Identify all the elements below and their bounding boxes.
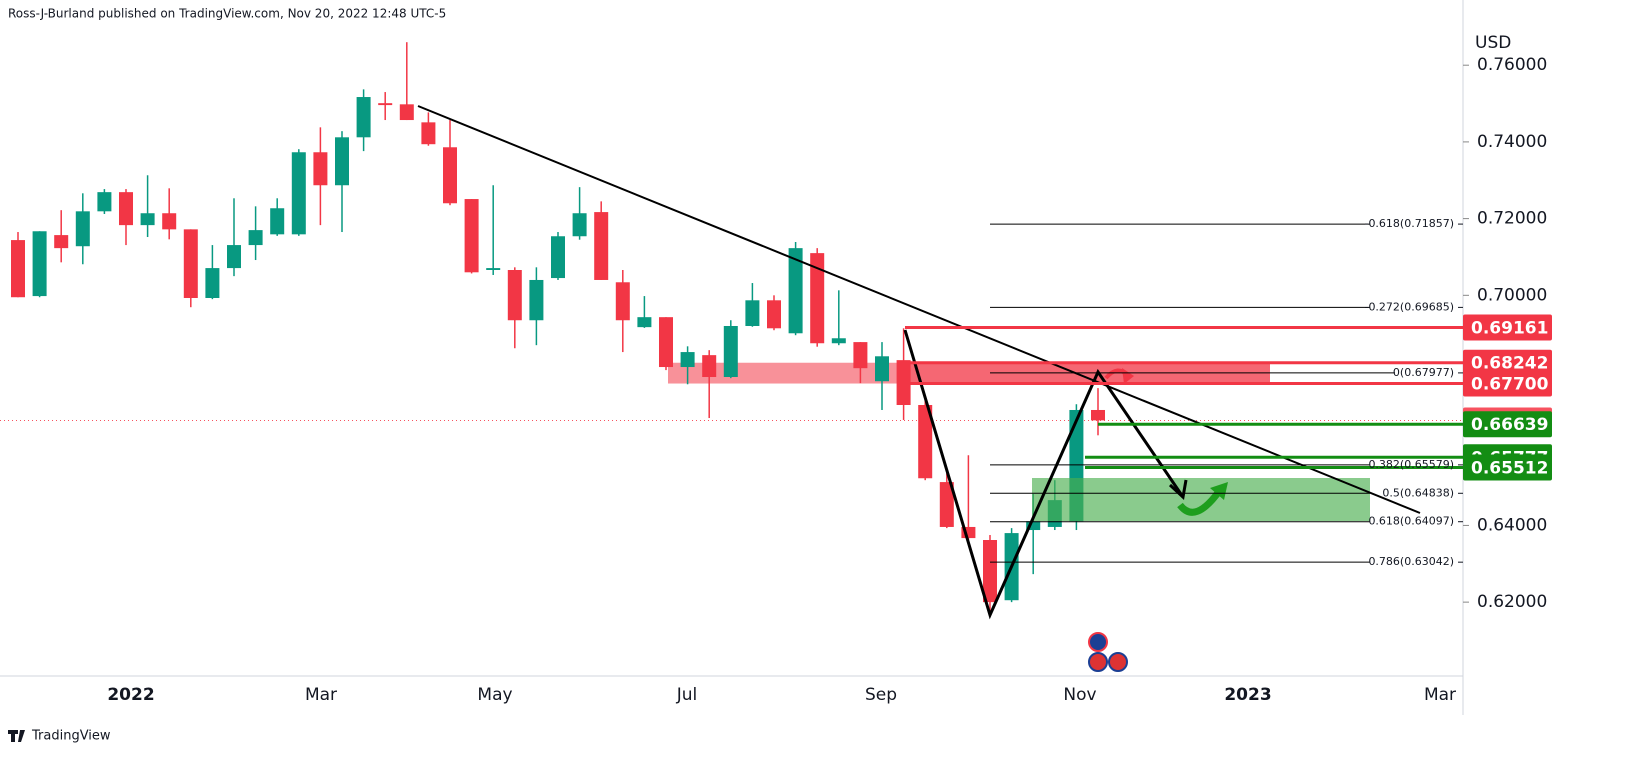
y-tick-label: 0.72000: [1477, 209, 1547, 229]
price-label: 0.66639: [1471, 415, 1548, 435]
attribution: Ross-J-Burland published on TradingView.…: [8, 7, 446, 21]
y-tick-label: 0.76000: [1477, 55, 1547, 75]
price-label-box: [1463, 454, 1552, 481]
candle-body: [810, 253, 825, 344]
candle-body: [399, 104, 414, 121]
candle-body: [183, 229, 198, 298]
candle-body: [205, 268, 220, 298]
candle-body: [702, 355, 717, 378]
candle-body: [356, 97, 371, 138]
y-axis-unit: USD: [1475, 33, 1511, 53]
price-label-box: [1463, 314, 1552, 341]
fib-label: -0.618(0.71857): [1364, 217, 1454, 230]
candle-body: [54, 235, 69, 249]
x-tick-label: May: [477, 685, 512, 705]
candle-body: [1091, 409, 1105, 421]
candle-body: [335, 137, 349, 186]
x-tick-label: 2023: [1224, 685, 1271, 705]
candle-body: [270, 208, 285, 235]
candle-body: [659, 317, 673, 368]
x-tick-label: Mar: [305, 685, 337, 705]
candle-body: [594, 212, 609, 280]
x-tick-label: Sep: [865, 685, 897, 705]
candle-body: [162, 213, 177, 230]
y-tick-label: 0.74000: [1477, 132, 1547, 152]
footer: TradingView: [31, 729, 111, 744]
fib-label: 0.5(0.64838): [1382, 486, 1454, 499]
x-tick-label: Nov: [1063, 685, 1096, 705]
candle-body: [421, 122, 436, 145]
price-label: 0.65512: [1471, 458, 1548, 478]
fib-label: 0.786(0.63042): [1368, 555, 1454, 568]
green-zone: [1032, 478, 1370, 521]
event-icon[interactable]: [1108, 652, 1128, 672]
candle-body: [140, 213, 155, 226]
candle-body: [875, 356, 889, 382]
candle-body: [75, 211, 90, 247]
price-label-box: [1463, 411, 1552, 438]
y-tick-label: 0.62000: [1477, 592, 1547, 612]
green-arrow: [1177, 487, 1223, 516]
fib-label: 0.618(0.64097): [1368, 515, 1454, 528]
candle-body: [507, 270, 522, 321]
candle-body: [32, 231, 47, 297]
candle-body: [486, 268, 501, 270]
event-icon[interactable]: [1088, 652, 1108, 672]
arrow-head: [1168, 479, 1188, 500]
x-tick-label: Jul: [676, 685, 698, 705]
candle-body: [119, 192, 133, 226]
candle-body: [11, 240, 25, 298]
candle-body: [313, 152, 328, 186]
candle-body: [767, 300, 781, 329]
price-label-box: [1463, 349, 1552, 376]
trendline: [417, 105, 1421, 514]
price-label: 0.68242: [1471, 354, 1548, 374]
candle-body: [853, 342, 868, 369]
green-arrow-head: [1210, 482, 1228, 500]
candle-body: [572, 213, 587, 237]
fib-label: 0.382(0.65579): [1368, 458, 1454, 471]
candle-body: [831, 338, 846, 344]
candle-body: [97, 192, 112, 212]
candle-body: [896, 360, 911, 405]
candle-body: [939, 482, 954, 527]
candle-body: [248, 230, 263, 246]
candle-body: [961, 526, 976, 539]
red-arrow-head: [1122, 368, 1134, 384]
candle-body: [227, 245, 241, 269]
candle-body: [637, 317, 652, 328]
candle-body: [680, 352, 695, 368]
price-label: 0.67700: [1471, 375, 1549, 395]
candle-body: [918, 405, 933, 479]
candle-body: [464, 199, 479, 273]
candle-body: [443, 147, 457, 204]
candle-body: [378, 103, 393, 106]
y-tick-label: 0.70000: [1477, 285, 1547, 305]
tv-logo: [8, 730, 25, 742]
y-tick-label: 0.64000: [1477, 515, 1547, 535]
x-tick-label: Mar: [1424, 685, 1456, 705]
candle-body: [723, 325, 738, 378]
supply-zone: [668, 362, 1270, 384]
price-label-box: [1463, 370, 1552, 397]
candle-body: [788, 248, 803, 334]
x-tick-label: 2022: [107, 685, 154, 705]
candle-body: [529, 279, 544, 321]
fib-label: -0.272(0.69685): [1364, 300, 1454, 313]
event-icon[interactable]: [1088, 632, 1108, 652]
candle-body: [615, 282, 630, 321]
price-label: 0.69161: [1471, 318, 1548, 338]
candle-body: [291, 152, 306, 235]
candle-body: [745, 300, 760, 326]
candle-body: [983, 540, 997, 603]
candle-body: [1026, 521, 1041, 531]
candle-body: [551, 236, 565, 279]
fib-label: 0(0.67977): [1393, 366, 1454, 379]
